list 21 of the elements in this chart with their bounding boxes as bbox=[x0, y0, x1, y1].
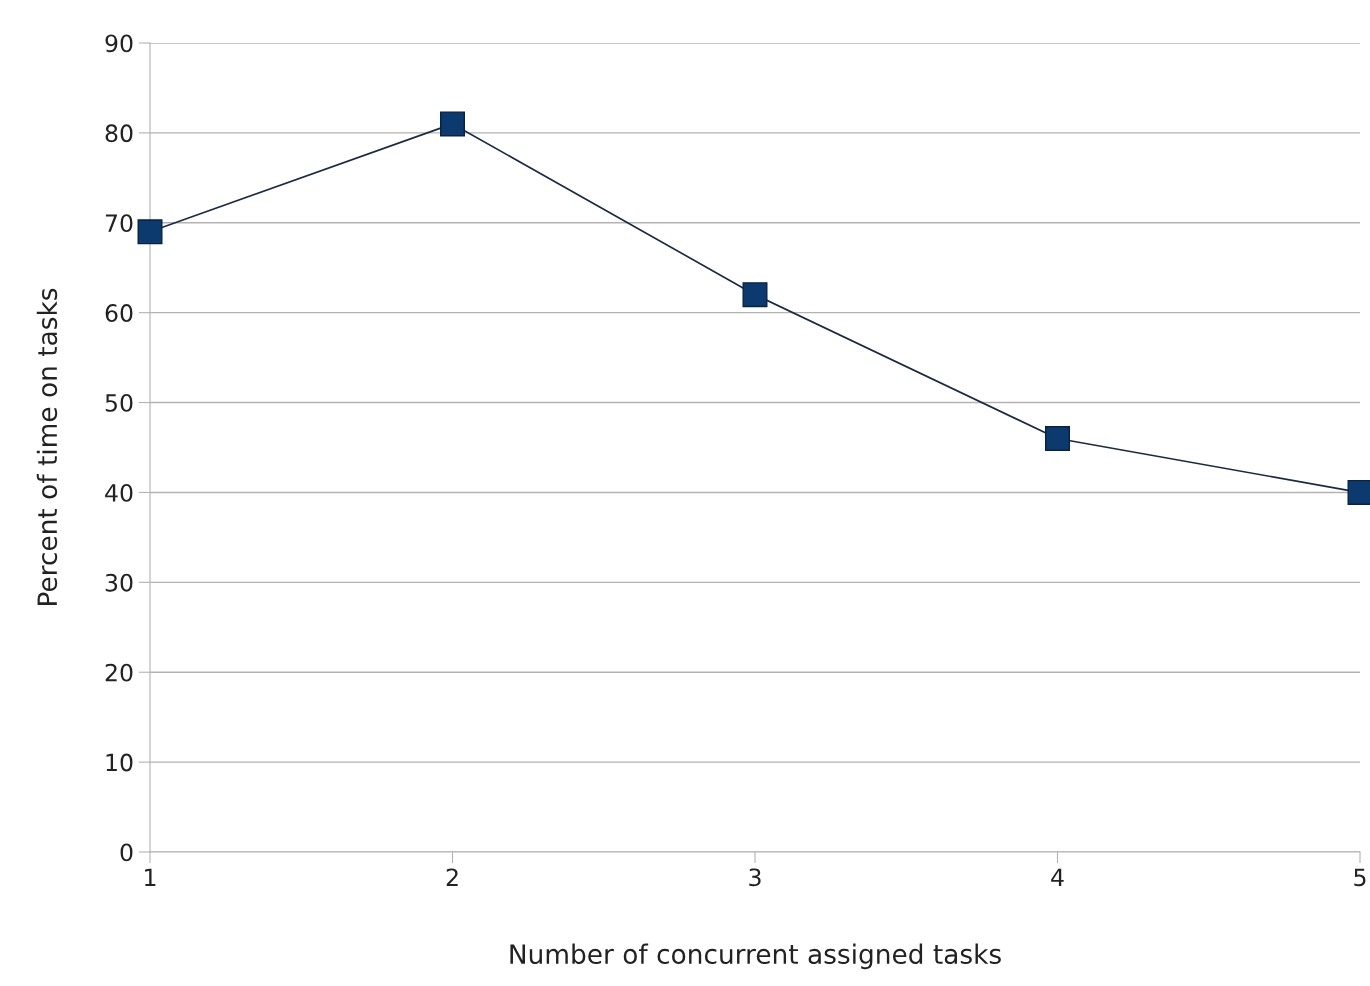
point bbox=[137, 219, 163, 245]
y-tick-label: 20 bbox=[105, 663, 133, 682]
point bbox=[742, 282, 768, 308]
y-tick-label: 70 bbox=[105, 214, 133, 233]
point bbox=[1044, 426, 1071, 452]
y-tick-label: 0 bbox=[120, 843, 133, 862]
y-tick-label: 90 bbox=[105, 34, 133, 53]
point bbox=[439, 111, 466, 137]
y-tick-label: 80 bbox=[105, 124, 133, 143]
x-axis-title: Number of concurrent assigned tasks bbox=[510, 943, 1001, 970]
x-tick-label: 5 bbox=[1354, 868, 1366, 887]
y-tick-label: 10 bbox=[106, 753, 133, 772]
y-tick-label: 30 bbox=[105, 573, 133, 592]
x-tick-label: 1 bbox=[145, 868, 156, 886]
x-tick-label: 4 bbox=[1051, 868, 1064, 886]
x-tick-label: 2 bbox=[446, 868, 458, 886]
y-axis-title: Percent of time on tasks bbox=[36, 288, 58, 605]
y-tick-label: 50 bbox=[105, 394, 133, 412]
y-tick-label: 60 bbox=[105, 304, 133, 322]
y-tick-label: 40 bbox=[105, 483, 133, 502]
x-tick-label: 3 bbox=[749, 868, 761, 887]
